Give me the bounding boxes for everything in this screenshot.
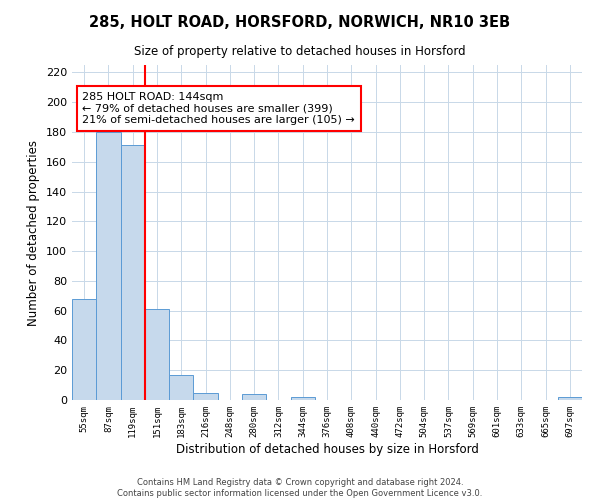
Bar xyxy=(145,309,169,400)
Bar xyxy=(558,397,582,400)
Text: 285, HOLT ROAD, HORSFORD, NORWICH, NR10 3EB: 285, HOLT ROAD, HORSFORD, NORWICH, NR10 … xyxy=(89,15,511,30)
Y-axis label: Number of detached properties: Number of detached properties xyxy=(28,140,40,326)
Text: Size of property relative to detached houses in Horsford: Size of property relative to detached ho… xyxy=(134,45,466,58)
Bar xyxy=(72,299,96,400)
Text: Contains HM Land Registry data © Crown copyright and database right 2024.
Contai: Contains HM Land Registry data © Crown c… xyxy=(118,478,482,498)
X-axis label: Distribution of detached houses by size in Horsford: Distribution of detached houses by size … xyxy=(176,442,478,456)
Bar xyxy=(96,132,121,400)
Bar xyxy=(290,397,315,400)
Bar xyxy=(242,394,266,400)
Bar xyxy=(169,374,193,400)
Bar xyxy=(121,146,145,400)
Text: 285 HOLT ROAD: 144sqm
← 79% of detached houses are smaller (399)
21% of semi-det: 285 HOLT ROAD: 144sqm ← 79% of detached … xyxy=(82,92,355,125)
Bar xyxy=(193,392,218,400)
